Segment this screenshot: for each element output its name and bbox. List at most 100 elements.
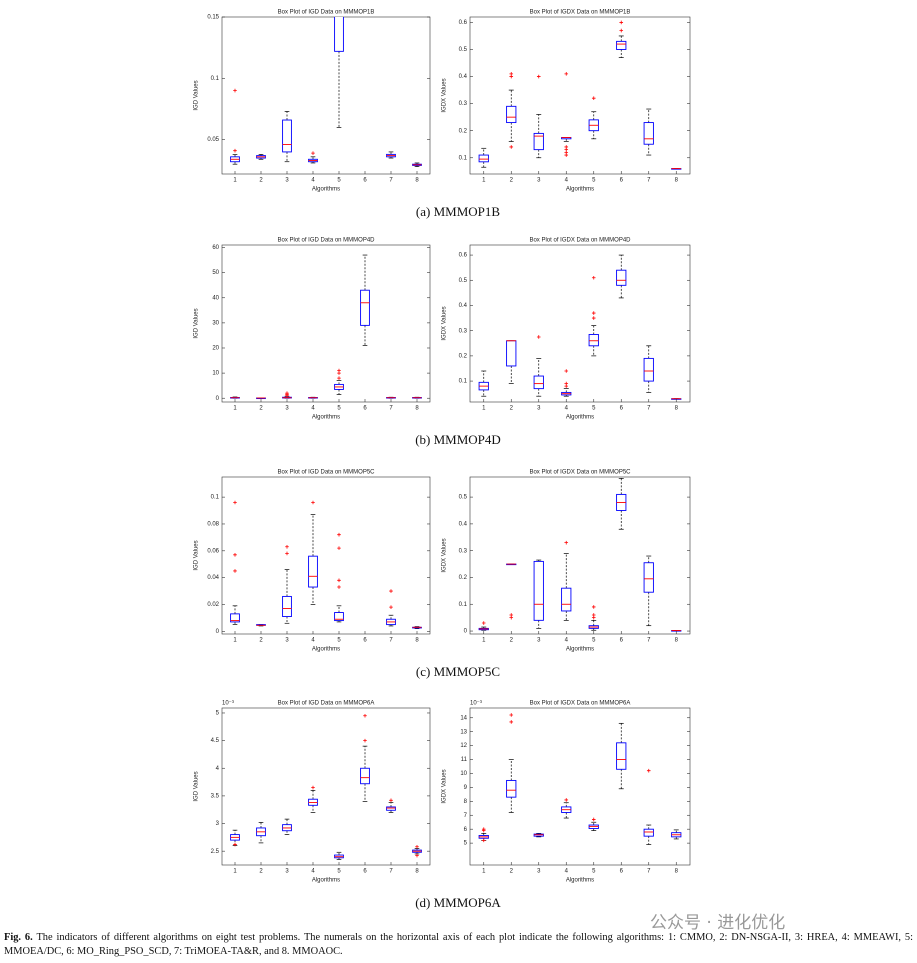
outlier [233, 842, 237, 847]
box [334, 17, 344, 52]
outlier [564, 540, 569, 545]
x-tick-label: 6 [620, 406, 624, 412]
subcaption: (c) MMMOP5C [416, 664, 500, 679]
chart-title: Box Plot of IGD Data on MMMOP1B [278, 10, 375, 16]
y-axis-label: IGDX Values [442, 306, 448, 340]
chart-title: Box Plot of IGD Data on MMMOP4D [277, 238, 375, 244]
outlier [337, 578, 341, 583]
box [643, 122, 654, 145]
x-tick-label: 7 [389, 406, 393, 412]
chart-title: Box Plot of IGDX Data on MMMOP6A [530, 701, 631, 707]
outlier [564, 147, 569, 152]
y-tick-label: 0.2 [459, 575, 468, 581]
y-tick-label: 0 [216, 396, 220, 402]
box-chart: Box Plot of IGDX Data on MMMOP4D Algorith… [442, 238, 691, 421]
box-chart: Box Plot of IGD Data on MMMOP4D Algorithm… [194, 238, 431, 421]
outlier [337, 532, 341, 537]
x-tick-label: 8 [675, 869, 679, 875]
y-tick-label: 40 [212, 295, 219, 301]
y-tick-label: 0.04 [207, 575, 219, 581]
outlier [591, 605, 596, 609]
box [506, 779, 517, 798]
x-tick-label: 3 [537, 638, 541, 644]
x-tick-label: 2 [259, 406, 263, 412]
outlier [591, 615, 596, 620]
x-tick-label: 6 [363, 406, 367, 412]
y-tick-label: 0.1 [459, 379, 468, 385]
outlier [363, 738, 367, 743]
y-tick-label: 0 [216, 629, 220, 635]
x-axis-label: Algorithms [312, 647, 340, 653]
y-axis-label: IGD Values [194, 771, 200, 801]
y-tick-label: 9 [464, 785, 468, 791]
plot-area [478, 20, 682, 170]
x-tick-label: 4 [311, 869, 315, 875]
box [386, 806, 396, 811]
outlier [564, 369, 569, 373]
box [533, 375, 544, 390]
outlier [536, 335, 541, 339]
x-tick-label: 3 [537, 869, 541, 875]
y-tick-label: 0.4 [459, 303, 468, 309]
x-tick-label: 5 [337, 638, 341, 644]
y-tick-label: 10 [460, 771, 467, 777]
y-tick-label: 0.2 [459, 353, 468, 359]
x-tick-label: 4 [311, 178, 315, 184]
figure-caption: Fig. 6. The indicators of different algo… [4, 931, 913, 959]
outlier [591, 316, 596, 320]
y-tick-label: 0.3 [459, 328, 468, 334]
plot-frame [469, 707, 691, 866]
y-tick-label: 0.4 [459, 74, 468, 80]
box [643, 357, 654, 382]
outlier [509, 615, 514, 620]
caption-text: The indicators of different algorithms o… [4, 932, 913, 957]
y-tick-label: 0.1 [211, 495, 220, 501]
outlier [591, 311, 596, 315]
x-tick-label: 6 [363, 869, 367, 875]
outlier [337, 371, 341, 375]
y-axis-label: IGD Values [194, 308, 200, 338]
x-tick-label: 2 [510, 406, 514, 412]
box [282, 119, 292, 153]
x-tick-label: 1 [233, 178, 237, 184]
box [360, 767, 370, 785]
y-tick-label: 0 [464, 629, 468, 635]
x-axis-label: Algorithms [566, 647, 594, 653]
box [588, 334, 599, 347]
y-tick-label: 0.4 [459, 521, 468, 527]
plot-area [478, 477, 682, 632]
x-axis-label: Algorithms [566, 415, 594, 421]
outlier [619, 28, 624, 33]
x-tick-label: 7 [647, 638, 651, 644]
y-axis-label: IGD Values [194, 80, 200, 110]
box [533, 560, 544, 621]
y-tick-label: 0.5 [459, 495, 468, 501]
outlier [481, 621, 486, 625]
y-axis-label: IGD Values [194, 540, 200, 570]
outlier [233, 569, 237, 573]
box [506, 105, 517, 124]
y-tick-label: 50 [212, 270, 219, 276]
x-tick-label: 6 [363, 638, 367, 644]
x-axis-label: Algorithms [312, 878, 340, 884]
chart-title: Box Plot of IGDX Data on MMMOP4D [529, 238, 631, 244]
outlier [509, 713, 514, 717]
x-tick-label: 1 [482, 869, 486, 875]
outlier [337, 376, 341, 380]
x-tick-label: 4 [565, 178, 569, 184]
plot-area [230, 254, 422, 400]
outlier [389, 798, 393, 803]
x-tick-label: 2 [259, 638, 263, 644]
y-tick-label: 0.1 [459, 155, 468, 161]
x-tick-label: 5 [592, 869, 596, 875]
y-tick-label: 12 [460, 743, 467, 749]
x-tick-label: 4 [311, 638, 315, 644]
x-tick-label: 5 [337, 406, 341, 412]
x-tick-label: 5 [337, 178, 341, 184]
y-axis-label: IGDX Values [442, 78, 448, 112]
x-tick-label: 5 [592, 638, 596, 644]
y-tick-label: 5 [216, 711, 220, 717]
y-tick-label: 6 [464, 827, 468, 833]
x-tick-label: 3 [285, 178, 289, 184]
